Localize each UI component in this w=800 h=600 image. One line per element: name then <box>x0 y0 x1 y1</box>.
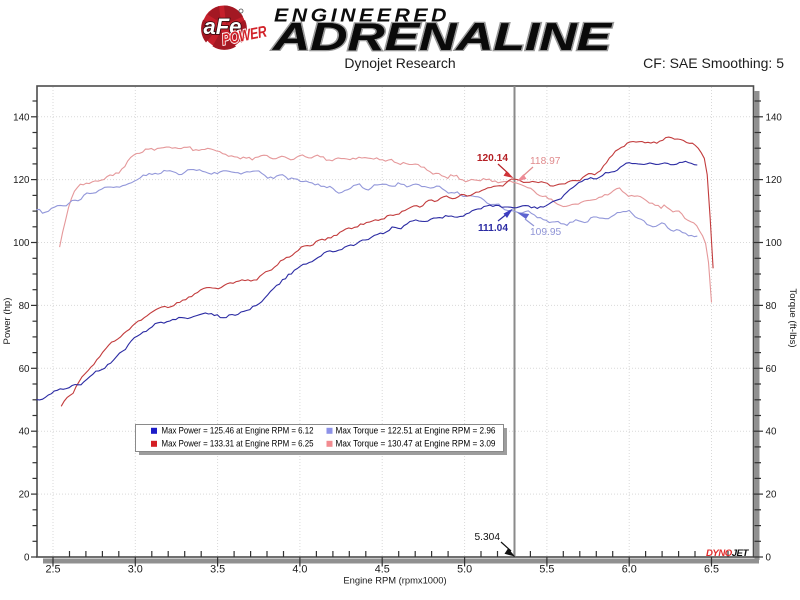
svg-text:0: 0 <box>766 553 772 564</box>
svg-text:20: 20 <box>19 490 30 501</box>
svg-text:40: 40 <box>766 427 777 438</box>
svg-text:ENGINEERED: ENGINEERED <box>274 6 450 26</box>
svg-text:Max Torque = 130.47 at Engine: Max Torque = 130.47 at Engine RPM = 3.09 <box>336 439 496 449</box>
svg-text:140: 140 <box>766 112 783 123</box>
svg-text:Max Torque = 122.51 at Engine: Max Torque = 122.51 at Engine RPM = 2.96 <box>336 426 496 436</box>
svg-text:4.0: 4.0 <box>292 564 307 576</box>
svg-text:111.04: 111.04 <box>478 223 508 234</box>
svg-text:109.95: 109.95 <box>530 227 561 238</box>
svg-text:5.5: 5.5 <box>539 564 554 576</box>
svg-text:5.0: 5.0 <box>457 564 472 576</box>
svg-text:3.5: 3.5 <box>210 564 225 576</box>
svg-text:60: 60 <box>766 364 777 375</box>
svg-text:DYNOJET: DYNOJET <box>706 548 749 559</box>
svg-text:ADRENALINE: ADRENALINE <box>272 16 613 59</box>
svg-text:20: 20 <box>766 490 777 501</box>
svg-text:80: 80 <box>766 301 777 312</box>
svg-text:ADRENALINE: ADRENALINE <box>272 16 613 59</box>
svg-text:3.0: 3.0 <box>128 564 143 576</box>
svg-text:60: 60 <box>19 364 30 375</box>
svg-text:5.304: 5.304 <box>475 532 501 543</box>
svg-text:40: 40 <box>19 427 30 438</box>
svg-text:Power (hp): Power (hp) <box>2 298 13 345</box>
svg-text:Max Power = 133.31 at Engine R: Max Power = 133.31 at Engine RPM = 6.25 <box>162 439 314 449</box>
svg-text:Max Power = 125.46 at Engine R: Max Power = 125.46 at Engine RPM = 6.12 <box>162 426 314 436</box>
svg-text:2.5: 2.5 <box>45 564 60 576</box>
svg-text:Torque (ft-lbs): Torque (ft-lbs) <box>787 288 798 347</box>
svg-text:6.5: 6.5 <box>704 564 719 576</box>
svg-text:0: 0 <box>24 553 30 564</box>
svg-text:aFe: aFe <box>204 14 242 39</box>
svg-text:4.5: 4.5 <box>375 564 390 576</box>
svg-text:140: 140 <box>13 112 30 123</box>
svg-text:100: 100 <box>766 238 783 249</box>
svg-text:120.14: 120.14 <box>477 153 508 164</box>
svg-text:6.0: 6.0 <box>622 564 637 576</box>
svg-text:100: 100 <box>13 238 30 249</box>
svg-text:118.97: 118.97 <box>530 156 561 167</box>
svg-text:120: 120 <box>13 175 30 186</box>
svg-text:120: 120 <box>766 175 783 186</box>
svg-text:Engine RPM (rpmx1000): Engine RPM (rpmx1000) <box>343 575 446 586</box>
svg-text:80: 80 <box>19 301 30 312</box>
